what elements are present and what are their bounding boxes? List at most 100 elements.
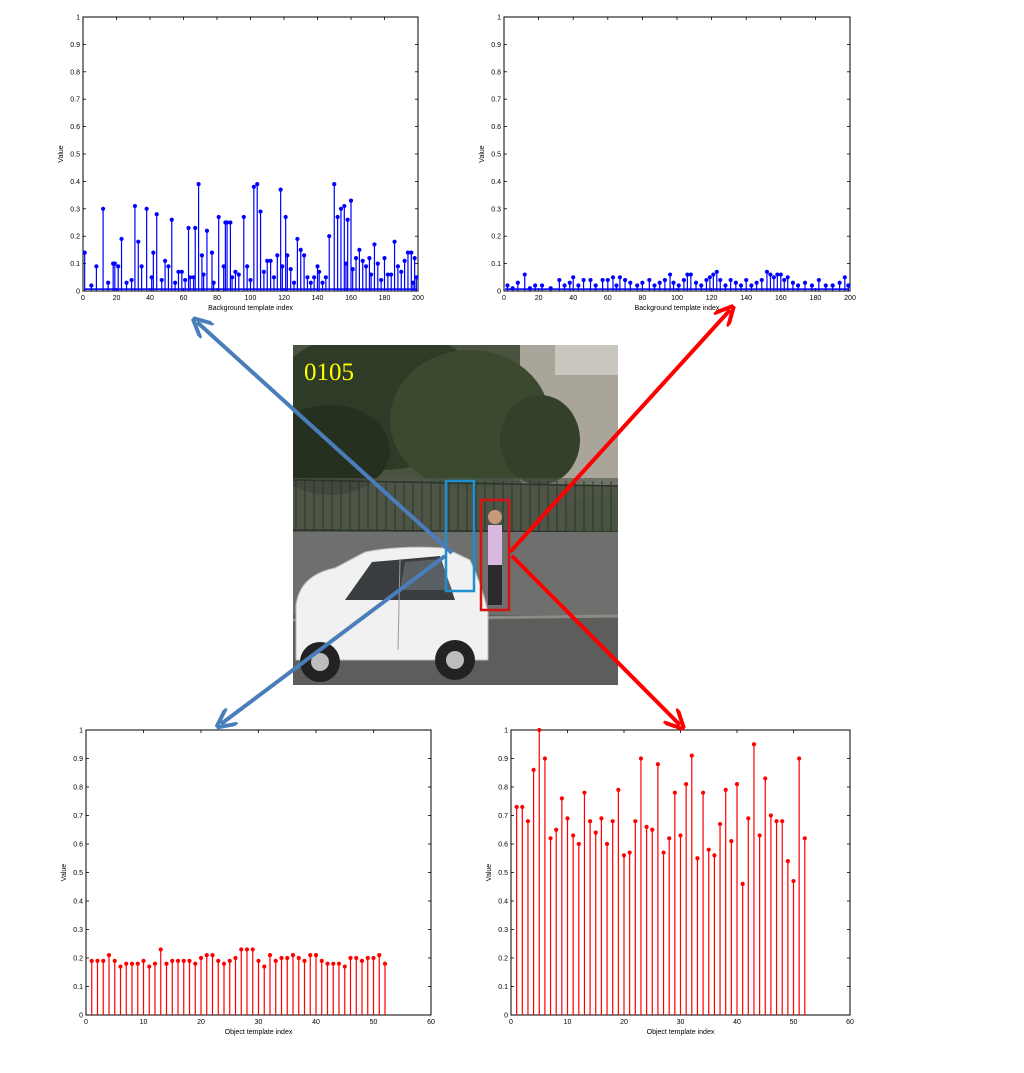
y-axis-title: Value xyxy=(486,864,493,881)
stem-marker xyxy=(342,964,347,969)
stem-marker xyxy=(176,269,181,274)
stem-marker xyxy=(505,283,510,288)
stem-marker xyxy=(751,742,757,747)
y-tick-label: 0.4 xyxy=(491,179,501,186)
stem-marker xyxy=(199,253,205,258)
stem-marker xyxy=(369,272,374,277)
stem-marker xyxy=(733,280,738,285)
stem-marker xyxy=(335,214,340,220)
stem-marker xyxy=(118,964,123,969)
stem-marker xyxy=(533,283,538,288)
stem-marker xyxy=(382,961,388,966)
arrow-to-object-blue xyxy=(221,554,447,724)
y-tick-label: 0.2 xyxy=(73,956,83,963)
x-tick-label: 20 xyxy=(535,295,543,302)
stem-marker xyxy=(706,847,711,852)
stem-marker xyxy=(295,236,300,242)
stem-marker xyxy=(809,283,815,288)
stem-marker xyxy=(348,198,354,203)
stem-marker xyxy=(754,280,759,285)
stem-marker xyxy=(283,214,288,220)
y-tick-label: 0.6 xyxy=(73,842,83,849)
x-tick-label: 60 xyxy=(427,1019,435,1026)
y-tick-label: 0 xyxy=(504,1013,508,1020)
y-tick-label: 0.1 xyxy=(491,261,501,268)
stem-marker xyxy=(567,280,572,285)
stem-marker xyxy=(245,264,250,269)
video-frame-photo: 0105 xyxy=(293,345,618,685)
stem-marker xyxy=(522,272,527,277)
stem-marker xyxy=(701,790,706,795)
stem-marker xyxy=(94,264,99,269)
stem-marker xyxy=(106,953,112,958)
stem-marker xyxy=(695,856,700,861)
stem-marker xyxy=(239,947,244,952)
stem-marker xyxy=(729,839,734,844)
stem-marker xyxy=(216,214,221,220)
arrow-to-background-red xyxy=(508,310,730,554)
stem-marker xyxy=(678,833,683,838)
y-tick-label: 0.7 xyxy=(73,813,83,820)
stem-marker xyxy=(151,250,156,255)
stem-marker xyxy=(181,958,186,963)
stem-marker xyxy=(689,753,694,758)
stem-marker xyxy=(288,266,293,272)
x-tick-label: 140 xyxy=(740,295,752,302)
stem-marker xyxy=(236,272,241,277)
y-tick-label: 0.9 xyxy=(498,756,508,763)
stem-marker xyxy=(562,283,567,288)
chart-object-blue: 00.10.20.30.40.50.60.70.80.910 10 20 30 40 50… xyxy=(61,728,435,1037)
stem-marker xyxy=(775,272,780,277)
stem-marker xyxy=(576,841,581,847)
y-tick-label: 1 xyxy=(79,728,83,735)
stem-marker xyxy=(627,850,632,855)
stem-marker xyxy=(371,955,376,961)
stem-marker xyxy=(312,275,317,280)
stem-marker xyxy=(158,947,163,952)
stem-marker xyxy=(166,264,171,269)
stem-marker xyxy=(616,787,621,792)
stem-marker xyxy=(842,275,847,280)
stem-marker xyxy=(216,958,221,963)
stem-marker xyxy=(279,955,284,961)
stem-marker xyxy=(89,958,94,963)
stem-marker xyxy=(757,833,762,838)
y-tick-label: 0.1 xyxy=(73,984,83,991)
stem-marker xyxy=(676,283,681,288)
stem-marker xyxy=(308,953,313,958)
stem-marker xyxy=(372,242,377,247)
stem-marker xyxy=(771,275,776,280)
y-tick-label: 0.8 xyxy=(73,785,83,792)
stem-marker xyxy=(187,958,192,963)
stem-marker xyxy=(136,239,141,244)
stem-marker xyxy=(170,958,175,963)
stem-marker xyxy=(712,853,717,858)
stem-marker xyxy=(132,203,138,209)
y-tick-label: 0.7 xyxy=(70,97,80,104)
y-tick-label: 0.9 xyxy=(491,42,501,49)
stem-marker xyxy=(539,283,545,288)
stem-marker xyxy=(201,272,206,277)
stem-marker xyxy=(744,277,749,283)
x-axis-title: Background template index xyxy=(208,305,293,312)
stem-marker xyxy=(614,283,619,288)
y-tick-label: 0.5 xyxy=(491,152,501,159)
stem-marker xyxy=(175,958,181,963)
stem-marker xyxy=(244,947,250,952)
stem-marker xyxy=(525,819,531,824)
x-tick-label: 50 xyxy=(370,1019,378,1026)
stem-marker xyxy=(141,958,146,963)
stem-marker xyxy=(119,236,124,242)
stem-marker xyxy=(685,272,690,277)
y-tick-label: 0.3 xyxy=(73,927,83,934)
stem-marker xyxy=(233,955,238,961)
stem-marker xyxy=(707,275,712,280)
stem-marker xyxy=(241,214,246,220)
stem-marker xyxy=(162,258,168,263)
stem-marker xyxy=(251,184,256,189)
x-tick-label: 50 xyxy=(790,1019,798,1026)
object-template-box xyxy=(479,498,511,612)
stem-marker xyxy=(278,187,283,192)
stem-marker xyxy=(129,961,135,966)
stem-marker xyxy=(353,256,359,261)
